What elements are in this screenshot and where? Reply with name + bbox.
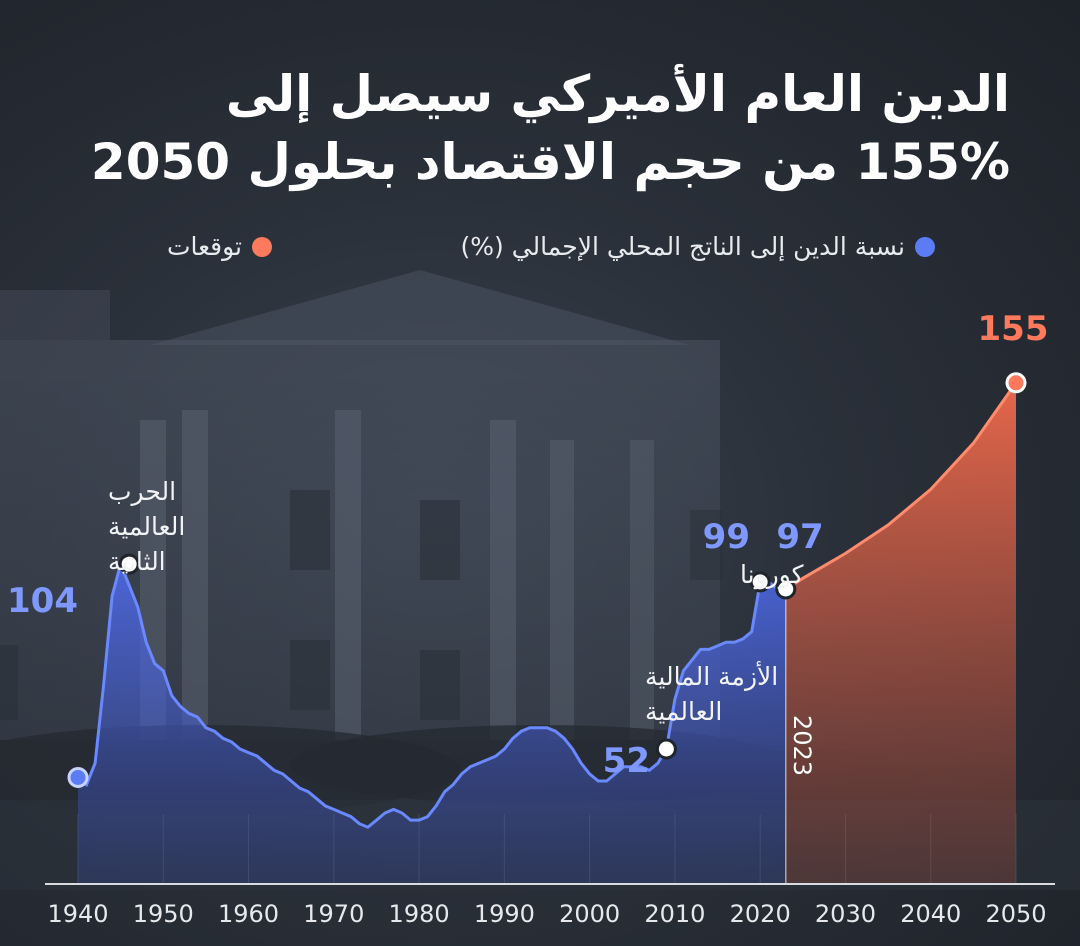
x-tick-label-1980: 1980 bbox=[389, 900, 450, 928]
x-tick-label-1950: 1950 bbox=[133, 900, 194, 928]
marker-label-2023: 2023 bbox=[788, 715, 816, 776]
annotation-point-2020 bbox=[749, 571, 771, 593]
x-tick-label-1960: 1960 bbox=[218, 900, 279, 928]
x-tick-label-2050: 2050 bbox=[985, 900, 1046, 928]
chart-title-line-2: 155% من حجم الاقتصاد بحلول 2050 bbox=[90, 133, 1010, 191]
legend-swatch-orange bbox=[252, 236, 272, 257]
x-tick-label-1970: 1970 bbox=[303, 900, 364, 928]
legend-item-debt-ratio: نسبة الدين إلى الناتج المحلي الإجمالي (%… bbox=[460, 232, 935, 261]
annotation-label-2020-line-1: كورونا bbox=[740, 560, 804, 590]
x-tick-label-1990: 1990 bbox=[474, 900, 535, 928]
annotation-point-1946 bbox=[118, 553, 140, 575]
annotation-label-1946-line-2: العالمية bbox=[108, 512, 185, 541]
x-tick-label-2030: 2030 bbox=[815, 900, 876, 928]
annotation-point-2050 bbox=[1005, 372, 1027, 394]
debt-ratio-area bbox=[78, 564, 786, 884]
annotation-value-2020: 99 bbox=[703, 517, 750, 557]
legend-label-forecast: توقعات bbox=[166, 232, 242, 261]
annotation-point-2023 bbox=[775, 578, 797, 600]
forecast-area bbox=[785, 382, 1016, 884]
annotation-label-2009-line-2: العالمية bbox=[645, 697, 722, 726]
annotation-point-2009 bbox=[655, 738, 677, 760]
x-tick-label-2020: 2020 bbox=[730, 900, 791, 928]
legend-item-forecast: توقعات bbox=[167, 232, 272, 261]
x-tick-label-2000: 2000 bbox=[559, 900, 620, 928]
x-tick-label-2040: 2040 bbox=[900, 900, 961, 928]
annotation-value-2009: 52 bbox=[603, 741, 650, 781]
forecast-line bbox=[785, 381, 1018, 591]
annotation-value-1946: 104 bbox=[7, 581, 78, 621]
annotation-point-1940 bbox=[67, 766, 89, 788]
legend-label-debt-ratio: نسبة الدين إلى الناتج المحلي الإجمالي (%… bbox=[460, 232, 906, 261]
legend-swatch-blue bbox=[915, 236, 935, 257]
annotation-value-2023: 97 bbox=[776, 517, 823, 557]
annotation-label-1946-line-3: الثانية bbox=[108, 547, 166, 576]
x-tick-label-2010: 2010 bbox=[644, 900, 705, 928]
annotation-value-2050: 155 bbox=[978, 309, 1049, 349]
annotation-label-1946-line-1: الحرب bbox=[108, 477, 176, 506]
x-tick-label-1940: 1940 bbox=[47, 900, 108, 928]
chart-title-line-1: الدين العام الأميركي سيصل إلى bbox=[225, 65, 1010, 123]
annotation-label-2009-line-1: الأزمة المالية bbox=[645, 660, 778, 691]
